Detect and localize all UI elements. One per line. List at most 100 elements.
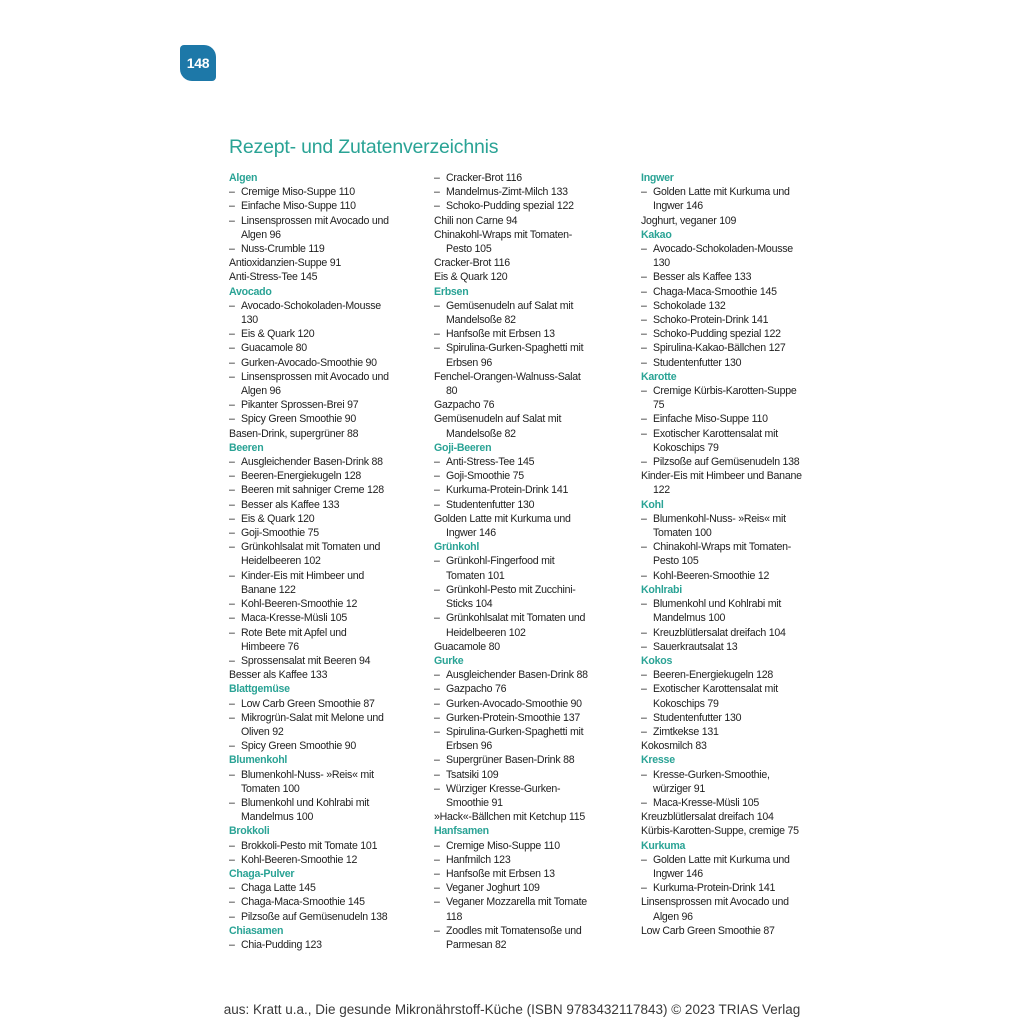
entry-text: Gemüsenudeln auf Salat mit Mandelsoße 82 <box>446 299 574 327</box>
index-subentry: – Beeren-Energiekugeln 128 <box>229 469 429 483</box>
entry-text: Blumenkohl und Kohlrabi mit Mandelmus 10… <box>653 598 782 625</box>
index-subentry: – Hanfsoße mit Erbsen 13 <box>434 327 634 341</box>
dash-marker: – <box>229 512 235 525</box>
entry-text: Antioxidanzien-Suppe 91 <box>229 257 342 270</box>
entry-text: Ausgleichender Basen-Drink 88 <box>241 456 383 469</box>
index-subentry: – Schoko-Pudding spezial 122 <box>434 199 634 213</box>
dash-marker: – <box>229 796 235 809</box>
index-heading: Kohlrabi <box>641 583 841 597</box>
dash-marker: – <box>229 711 235 724</box>
entry-text: Avocado <box>229 285 272 298</box>
dash-marker: – <box>434 186 440 199</box>
entry-text: Gazpacho 76 <box>446 683 507 696</box>
dash-marker: – <box>641 711 647 724</box>
dash-marker: – <box>229 839 235 852</box>
entry-text: Zoodles mit Tomatensoße und Parmesan 82 <box>446 924 582 951</box>
index-heading: Chiasamen <box>229 924 429 938</box>
entry-text: Kinder-Eis mit Himbeer und Banane 122 <box>241 569 365 596</box>
entry-text: Joghurt, veganer 109 <box>641 214 737 227</box>
index-heading: Ingwer <box>641 171 841 185</box>
dash-marker: – <box>641 243 647 256</box>
index-subentry: – Chinakohl-Wraps mit Tomaten- Pesto 105 <box>641 540 841 568</box>
index-subentry: – Mandelmus-Zimt-Milch 133 <box>434 185 634 199</box>
entry-text: Beeren mit sahniger Creme 128 <box>241 484 384 497</box>
index-subentry: – Veganer Mozzarella mit Tomate 118 <box>434 895 634 923</box>
entry-text: Nuss-Crumble 119 <box>241 243 325 256</box>
entry-text: Kreuzblütlersalat dreifach 104 <box>653 626 786 639</box>
dash-marker: – <box>641 725 647 738</box>
dash-marker: – <box>641 796 647 809</box>
index-subentry: – Einfache Miso-Suppe 110 <box>229 199 429 213</box>
index-subentry: – Ausgleichender Basen-Drink 88 <box>229 455 429 469</box>
dash-marker: – <box>229 768 235 781</box>
index-entry: Golden Latte mit Kurkuma und Ingwer 146 <box>434 512 634 540</box>
index-subentry: – Chia-Pudding 123 <box>229 938 429 952</box>
dash-marker: – <box>434 725 440 738</box>
index-subentry: – Gurken-Protein-Smoothie 137 <box>434 711 634 725</box>
entry-text: Goji-Smoothie 75 <box>446 470 524 483</box>
entry-text: Karotte <box>641 370 677 383</box>
index-subentry: – Gemüsenudeln auf Salat mit Mandelsoße 8… <box>434 299 634 327</box>
dash-marker: – <box>434 470 440 483</box>
entry-text: Grünkohl-Fingerfood mit Tomaten 101 <box>446 555 555 582</box>
entry-text: Kokosmilch 83 <box>641 740 707 753</box>
dash-marker: – <box>434 555 440 568</box>
dash-marker: – <box>641 626 647 639</box>
index-entry: Kinder-Eis mit Himbeer und Banane 122 <box>641 469 841 497</box>
entry-text: Kurkuma <box>641 839 686 852</box>
dash-marker: – <box>229 186 235 199</box>
index-heading: Kurkuma <box>641 839 841 853</box>
index-subentry: – Studentenfutter 130 <box>434 498 634 512</box>
entry-text: Mandelmus-Zimt-Milch 133 <box>446 186 568 199</box>
entry-text: Algen <box>229 172 258 184</box>
entry-text: Veganer Mozzarella mit Tomate 118 <box>446 896 587 923</box>
index-subentry: – Grünkohl-Pesto mit Zucchini- Sticks 104 <box>434 583 634 611</box>
dash-marker: – <box>641 342 647 355</box>
entry-text: Erbsen <box>434 285 469 298</box>
entry-text: Brokkoli-Pesto mit Tomate 101 <box>241 839 378 852</box>
index-subentry: – Spicy Green Smoothie 90 <box>229 412 429 426</box>
dash-marker: – <box>229 896 235 909</box>
dash-marker: – <box>434 612 440 625</box>
index-column-2: – Cracker-Brot 116– Mandelmus-Zimt-Milch 1… <box>434 171 634 952</box>
entry-text: Spirulina-Gurken-Spaghetti mit Erbsen 96 <box>446 725 584 753</box>
entry-text: Schoko-Pudding spezial 122 <box>446 200 574 213</box>
entry-text: Anti-Stress-Tee 145 <box>229 271 318 284</box>
entry-text: Kurkuma-Protein-Drink 141 <box>653 882 776 895</box>
index-heading: Erbsen <box>434 285 634 299</box>
index-subentry: – Kinder-Eis mit Himbeer und Banane 122 <box>229 569 429 597</box>
dash-marker: – <box>229 498 235 511</box>
entry-text: Spirulina-Gurken-Spaghetti mit Erbsen 96 <box>446 342 584 369</box>
entry-text: Chia-Pudding 123 <box>241 938 322 951</box>
index-subentry: – Kurkuma-Protein-Drink 141 <box>641 881 841 895</box>
entry-text: Cremige Miso-Suppe 110 <box>446 839 560 852</box>
dash-marker: – <box>434 669 440 682</box>
dash-marker: – <box>229 541 235 554</box>
index-heading: Algen <box>229 171 429 185</box>
entry-text: Kohlrabi <box>641 583 682 596</box>
index-subentry: – Grünkohl-Fingerfood mit Tomaten 101 <box>434 554 634 582</box>
dash-marker: – <box>641 456 647 469</box>
index-heading: Kresse <box>641 753 841 767</box>
entry-text: Beeren <box>229 441 264 454</box>
entry-text: Pilzsoße auf Gemüsenudeln 138 <box>653 456 800 469</box>
dash-marker: – <box>229 328 235 341</box>
dash-marker: – <box>229 456 235 469</box>
index-subentry: – Cremige Kürbis-Karotten-Suppe 75 <box>641 384 841 412</box>
index-subentry: – Maca-Kresse-Müsli 105 <box>229 611 429 625</box>
index-entry: Gazpacho 76 <box>434 398 634 412</box>
dash-marker: – <box>641 186 647 199</box>
page-number: 148 <box>186 55 210 71</box>
dash-marker: – <box>434 583 440 596</box>
entry-text: Blumenkohl-Nuss- »Reis« mit Tomaten 100 <box>241 768 374 795</box>
dash-marker: – <box>641 512 647 525</box>
entry-text: Kohl-Beeren-Smoothie 12 <box>241 853 358 866</box>
entry-text: Chaga Latte 145 <box>241 882 316 895</box>
entry-text: Cracker-Brot 116 <box>434 257 510 270</box>
index-subentry: – Avocado-Schokoladen-Mousse 130 <box>229 299 429 327</box>
entry-text: Avocado-Schokoladen-Mousse 130 <box>653 243 793 270</box>
dash-marker: – <box>229 484 235 497</box>
dash-marker: – <box>229 882 235 895</box>
index-entry: Anti-Stress-Tee 145 <box>229 270 429 284</box>
entry-text: Blattgemüse <box>229 683 290 696</box>
